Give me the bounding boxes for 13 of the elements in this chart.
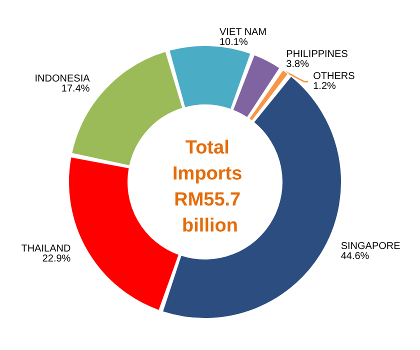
data-label: 22.9% [42, 253, 71, 264]
slice-label: VIET NAM [219, 27, 267, 38]
data-label: 17.4% [61, 84, 90, 95]
text: Total Imports RM55.7 billion [172, 138, 248, 236]
slice-label: SINGAPORE [340, 240, 401, 252]
slice-label: THAILAND [21, 243, 71, 254]
data-label: 10.1% [219, 37, 248, 48]
slice-label: OTHERS [313, 71, 356, 82]
data-label: 3.8% [286, 59, 310, 70]
data-label: 44.6% [340, 250, 370, 262]
data-label: 1.2% [313, 81, 336, 92]
slice-label: PHILIPPINES [286, 49, 348, 60]
slice-label: INDONESIA [34, 74, 90, 85]
